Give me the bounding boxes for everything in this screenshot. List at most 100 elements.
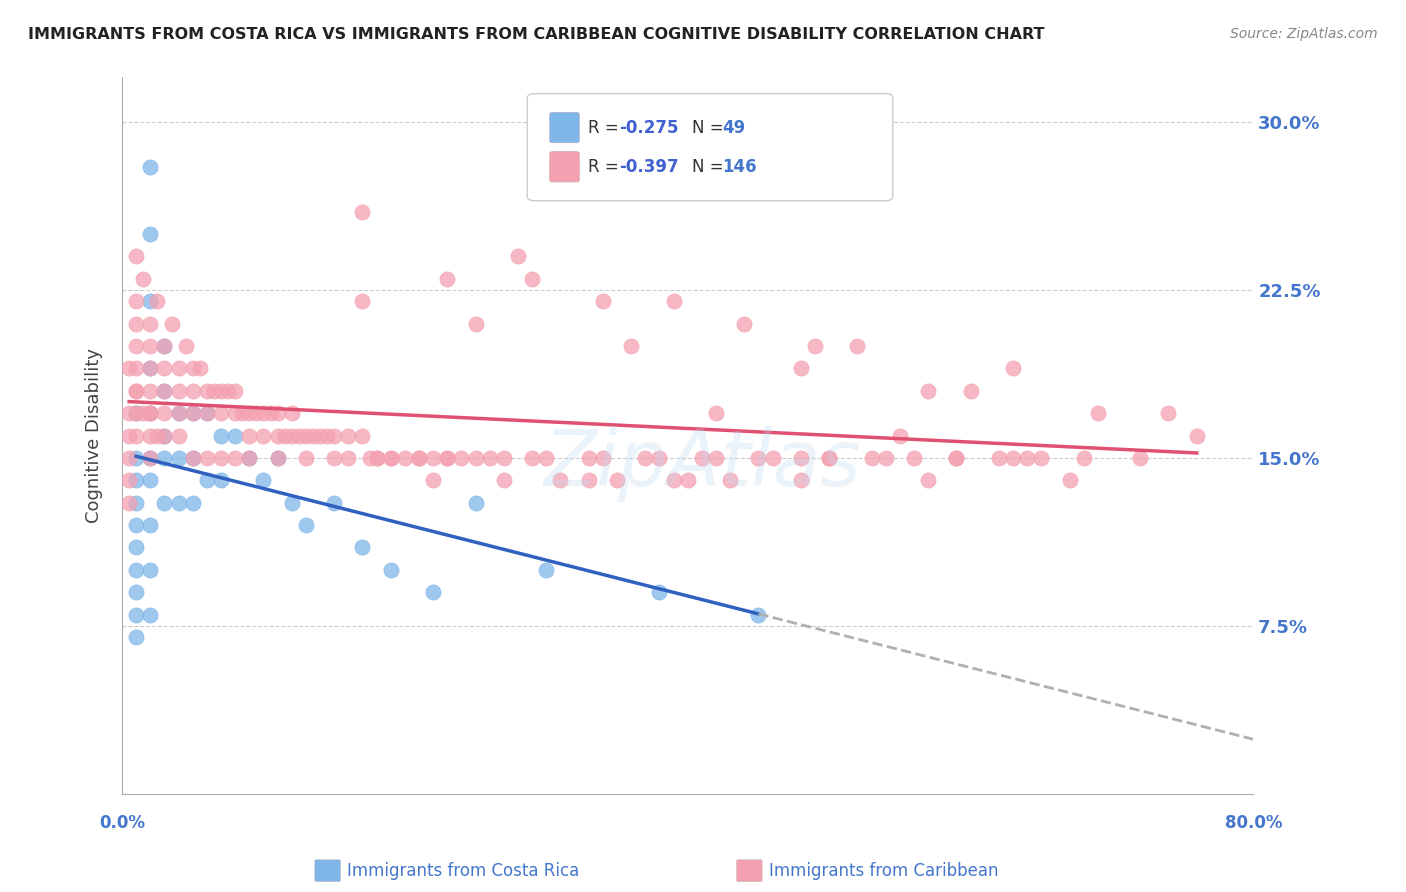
- Point: [167, 496, 190, 510]
- Point: [167, 450, 190, 465]
- Point: [280, 406, 302, 420]
- Point: [125, 294, 148, 309]
- Point: [380, 450, 402, 465]
- Point: [224, 450, 246, 465]
- Text: Immigrants from Costa Rica: Immigrants from Costa Rica: [347, 862, 579, 880]
- Point: [790, 361, 813, 376]
- Point: [167, 428, 190, 442]
- Point: [209, 473, 232, 487]
- Text: 0.0%: 0.0%: [98, 814, 145, 832]
- Point: [195, 473, 218, 487]
- Point: [153, 496, 176, 510]
- Point: [1129, 450, 1152, 465]
- Point: [959, 384, 981, 398]
- Point: [195, 406, 218, 420]
- Point: [167, 384, 190, 398]
- Point: [352, 294, 374, 309]
- Point: [1157, 406, 1180, 420]
- Point: [238, 428, 260, 442]
- Point: [266, 406, 288, 420]
- Point: [118, 361, 141, 376]
- Text: ZipAtlas: ZipAtlas: [544, 425, 862, 502]
- Point: [125, 473, 148, 487]
- Point: [181, 450, 204, 465]
- Point: [380, 563, 402, 577]
- Point: [917, 473, 939, 487]
- Point: [139, 160, 162, 174]
- Text: IMMIGRANTS FROM COSTA RICA VS IMMIGRANTS FROM CARIBBEAN COGNITIVE DISABILITY COR: IMMIGRANTS FROM COSTA RICA VS IMMIGRANTS…: [28, 27, 1045, 42]
- Point: [209, 450, 232, 465]
- Point: [408, 450, 430, 465]
- Point: [266, 450, 288, 465]
- Point: [506, 250, 529, 264]
- Point: [366, 450, 388, 465]
- Point: [125, 250, 148, 264]
- Point: [118, 406, 141, 420]
- Point: [747, 450, 769, 465]
- Point: [464, 450, 486, 465]
- Point: [747, 607, 769, 622]
- Point: [520, 272, 543, 286]
- Point: [252, 428, 274, 442]
- Point: [125, 585, 148, 599]
- Point: [139, 361, 162, 376]
- Point: [266, 428, 288, 442]
- Point: [704, 450, 727, 465]
- Point: [125, 563, 148, 577]
- Point: [323, 428, 346, 442]
- Point: [394, 450, 416, 465]
- Text: R =: R =: [588, 158, 624, 176]
- Point: [464, 496, 486, 510]
- Point: [153, 406, 176, 420]
- Point: [125, 384, 148, 398]
- Point: [224, 384, 246, 398]
- Text: 80.0%: 80.0%: [1225, 814, 1282, 832]
- Point: [1059, 473, 1081, 487]
- Point: [634, 450, 657, 465]
- Point: [153, 428, 176, 442]
- Point: [352, 541, 374, 555]
- Point: [323, 496, 346, 510]
- Point: [1001, 450, 1024, 465]
- Point: [125, 541, 148, 555]
- Point: [202, 384, 225, 398]
- Point: [450, 450, 472, 465]
- Point: [1185, 428, 1208, 442]
- Point: [818, 450, 841, 465]
- Point: [259, 406, 281, 420]
- Point: [578, 473, 600, 487]
- Point: [125, 317, 148, 331]
- Point: [181, 406, 204, 420]
- Point: [288, 428, 311, 442]
- Text: Immigrants from Caribbean: Immigrants from Caribbean: [769, 862, 998, 880]
- Point: [889, 428, 911, 442]
- Point: [125, 496, 148, 510]
- Point: [316, 428, 339, 442]
- Point: [139, 406, 162, 420]
- Point: [818, 450, 841, 465]
- Point: [139, 428, 162, 442]
- Point: [718, 473, 741, 487]
- Point: [181, 450, 204, 465]
- Point: [125, 384, 148, 398]
- Point: [790, 450, 813, 465]
- Point: [252, 406, 274, 420]
- Point: [592, 450, 614, 465]
- Point: [422, 585, 444, 599]
- Text: -0.397: -0.397: [619, 158, 678, 176]
- Point: [761, 450, 783, 465]
- Point: [174, 339, 197, 353]
- Point: [352, 204, 374, 219]
- Point: [139, 406, 162, 420]
- Point: [606, 473, 628, 487]
- Point: [153, 339, 176, 353]
- Point: [209, 428, 232, 442]
- Point: [153, 361, 176, 376]
- Point: [875, 450, 897, 465]
- Point: [648, 585, 671, 599]
- Point: [167, 361, 190, 376]
- Point: [153, 339, 176, 353]
- Point: [132, 406, 155, 420]
- Point: [139, 473, 162, 487]
- Point: [690, 450, 713, 465]
